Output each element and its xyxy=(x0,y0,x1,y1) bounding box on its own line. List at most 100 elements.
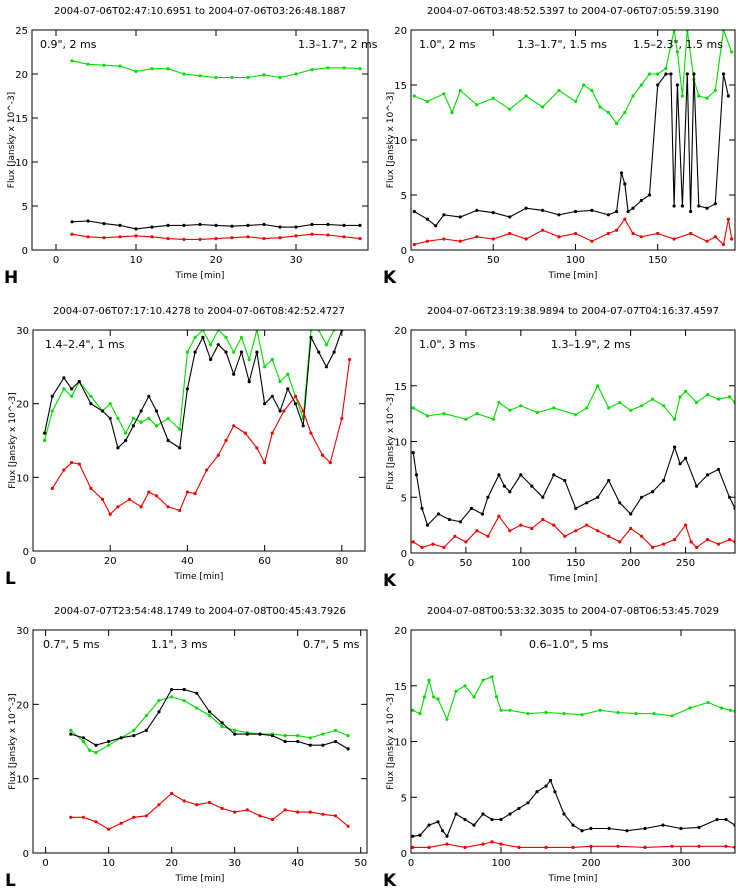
data-point xyxy=(697,825,701,830)
data-point xyxy=(132,728,136,733)
data-point xyxy=(255,350,259,354)
data-point xyxy=(436,512,441,516)
data-point xyxy=(43,438,47,443)
data-point xyxy=(623,182,627,186)
data-point xyxy=(615,228,619,232)
data-point xyxy=(431,542,435,546)
data-point xyxy=(108,512,112,516)
data-point xyxy=(508,215,512,219)
data-point xyxy=(562,712,566,716)
data-point xyxy=(606,110,611,115)
data-point xyxy=(207,710,212,714)
y-tick-label: 20 xyxy=(394,26,407,37)
data-point xyxy=(233,810,237,814)
data-point xyxy=(116,446,120,450)
data-point xyxy=(144,814,148,818)
data-point xyxy=(182,72,186,76)
data-point xyxy=(442,92,446,96)
data-point xyxy=(107,827,111,831)
x-tick-label: 0 xyxy=(42,858,48,869)
y-tick-label: 5 xyxy=(22,202,28,213)
series-2 xyxy=(69,687,350,751)
data-point xyxy=(563,478,567,483)
data-point xyxy=(721,242,726,247)
data-point xyxy=(692,72,696,76)
data-point xyxy=(590,88,594,93)
data-point xyxy=(150,235,154,239)
data-point xyxy=(519,473,523,477)
data-point xyxy=(88,748,92,753)
data-point xyxy=(201,335,205,339)
data-point xyxy=(589,826,593,831)
data-point xyxy=(108,402,112,406)
panel-label: H xyxy=(4,268,18,288)
x-axis-label: Time [min] xyxy=(548,874,598,884)
data-point xyxy=(214,237,218,241)
data-point xyxy=(81,815,85,819)
data-point xyxy=(411,708,415,712)
data-point xyxy=(81,736,85,740)
series-3 xyxy=(411,840,735,850)
x-tick-label: 50 xyxy=(487,255,500,266)
data-point xyxy=(705,538,710,542)
x-tick-label: 50 xyxy=(460,558,473,569)
data-point xyxy=(116,505,120,509)
data-point xyxy=(411,406,415,410)
data-point xyxy=(220,721,224,725)
data-point xyxy=(445,834,449,838)
data-point xyxy=(233,728,237,733)
data-point xyxy=(324,365,328,369)
data-point xyxy=(233,732,237,736)
data-point xyxy=(524,206,528,210)
data-point xyxy=(283,739,287,744)
data-point xyxy=(689,540,693,544)
data-point xyxy=(193,491,197,496)
data-point xyxy=(590,208,594,212)
data-point xyxy=(324,343,328,347)
data-point xyxy=(661,823,665,827)
data-point xyxy=(420,506,424,510)
chart-panel-4: 2004-07-06T23:19:38.9894 to 2004-07-07T0… xyxy=(383,306,736,591)
data-point xyxy=(631,206,635,210)
data-point xyxy=(616,844,620,848)
data-point xyxy=(209,343,213,347)
data-point xyxy=(678,462,682,466)
data-point xyxy=(508,529,512,533)
data-point xyxy=(358,67,362,71)
data-point xyxy=(263,365,267,369)
data-point xyxy=(647,193,652,197)
data-point xyxy=(418,833,422,837)
data-point xyxy=(118,64,122,68)
data-point xyxy=(431,695,436,699)
data-point xyxy=(425,414,430,418)
x-tick-label: 0 xyxy=(408,255,414,266)
data-point xyxy=(716,467,721,471)
data-point xyxy=(695,545,699,550)
series-line xyxy=(51,359,351,516)
data-point xyxy=(182,799,186,803)
data-point xyxy=(695,400,699,405)
data-point xyxy=(185,387,189,391)
series-2 xyxy=(412,72,731,228)
data-point xyxy=(94,743,98,747)
data-point xyxy=(182,237,186,241)
data-point xyxy=(86,235,90,239)
data-point xyxy=(726,217,731,221)
data-point xyxy=(562,812,566,816)
data-point xyxy=(705,473,710,477)
data-point xyxy=(526,712,530,716)
data-point xyxy=(134,227,138,231)
series-1 xyxy=(411,384,735,421)
x-tick-label: 100 xyxy=(491,858,510,869)
data-point xyxy=(673,417,677,421)
plot-frame xyxy=(410,629,736,854)
data-point xyxy=(220,806,224,811)
y-tick-label: 15 xyxy=(394,382,407,393)
plot-frame xyxy=(31,29,369,251)
data-point xyxy=(618,400,622,405)
series-3 xyxy=(412,217,734,247)
data-point xyxy=(544,784,548,788)
data-point xyxy=(585,406,589,410)
data-point xyxy=(258,814,262,818)
data-point xyxy=(713,202,717,206)
